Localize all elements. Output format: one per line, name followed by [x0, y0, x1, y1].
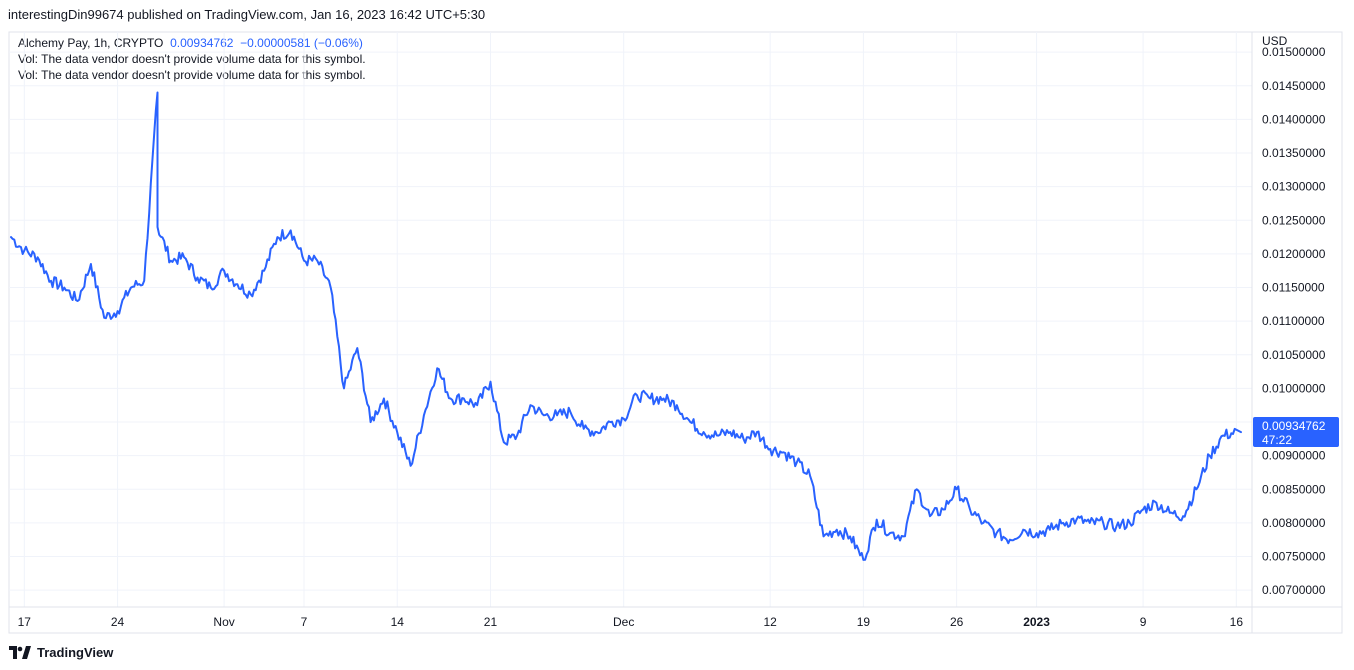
x-tick-label: 19: [857, 615, 871, 629]
x-tick-label: 16: [1230, 615, 1244, 629]
legend-volume-line-1: Vol: The data vendor doesn't provide vol…: [18, 52, 366, 66]
y-tick-label: 0.01300000: [1262, 180, 1326, 194]
legend-change: −0.00000581 (−0.06%): [240, 36, 363, 50]
y-axis-ticks: 0.01500000 0.01450000 0.01400000 0.01350000…: [1262, 45, 1326, 597]
y-tick-label: 0.00700000: [1262, 583, 1326, 597]
tradingview-brand: TradingView: [37, 645, 114, 660]
y-tick-label: 0.00800000: [1262, 516, 1326, 530]
y-tick-label: 0.01000000: [1262, 381, 1326, 395]
price-series-line: [10, 91, 1242, 561]
x-tick-label: 12: [763, 615, 777, 629]
legend-volume-line-2: Vol: The data vendor doesn't provide vol…: [18, 68, 366, 82]
legend-symbol-line: Alchemy Pay, 1h, CRYPTO 0.00934762 −0.00…: [18, 35, 366, 51]
tradingview-logo[interactable]: TradingView: [9, 645, 113, 660]
x-tick-label: 2023: [1023, 615, 1050, 629]
last-price-marker: 0.00934762 47:22: [1253, 417, 1339, 447]
y-tick-label: 0.00900000: [1262, 449, 1326, 463]
y-tick-label: 0.01100000: [1262, 314, 1325, 328]
y-tick-label: 0.00750000: [1262, 550, 1326, 564]
y-tick-label: 0.01150000: [1262, 281, 1325, 295]
currency-label: USD: [1262, 34, 1288, 48]
published-header: interestingDin99674 published on Trading…: [8, 7, 486, 22]
y-tick-label: 0.00850000: [1262, 482, 1326, 496]
y-tick-label: 0.01450000: [1262, 79, 1326, 93]
y-tick-label: 0.01200000: [1262, 247, 1326, 261]
last-price-value: 0.00934762: [1262, 419, 1326, 433]
chart-legend: Alchemy Pay, 1h, CRYPTO 0.00934762 −0.00…: [18, 35, 366, 83]
legend-symbol[interactable]: Alchemy Pay, 1h, CRYPTO: [18, 36, 164, 50]
x-tick-label: 17: [18, 615, 32, 629]
x-axis-ticks: 17 24 Nov 7 14 21 Dec 12 19 26 2023 9 16: [18, 615, 1244, 629]
y-tick-label: 0.01400000: [1262, 112, 1326, 126]
legend-price: 0.00934762: [170, 36, 234, 50]
x-tick-label: 9: [1140, 615, 1147, 629]
x-tick-label: 7: [301, 615, 308, 629]
x-tick-label: 14: [391, 615, 405, 629]
last-price-box: [1253, 417, 1339, 447]
grid-layer: [9, 32, 1252, 607]
x-tick-label: 26: [950, 615, 964, 629]
tradingview-logo-icon: [9, 646, 31, 659]
x-tick-label: Nov: [213, 615, 234, 629]
y-tick-label: 0.01050000: [1262, 348, 1326, 362]
x-tick-label: 24: [111, 615, 125, 629]
bar-countdown: 47:22: [1262, 433, 1292, 447]
chart-frame: [8, 31, 1343, 634]
y-tick-label: 0.01500000: [1262, 45, 1326, 59]
y-tick-label: 0.01350000: [1262, 146, 1326, 160]
x-tick-label: Dec: [613, 615, 634, 629]
x-tick-label: 21: [484, 615, 498, 629]
y-tick-label: 0.01250000: [1262, 213, 1326, 227]
